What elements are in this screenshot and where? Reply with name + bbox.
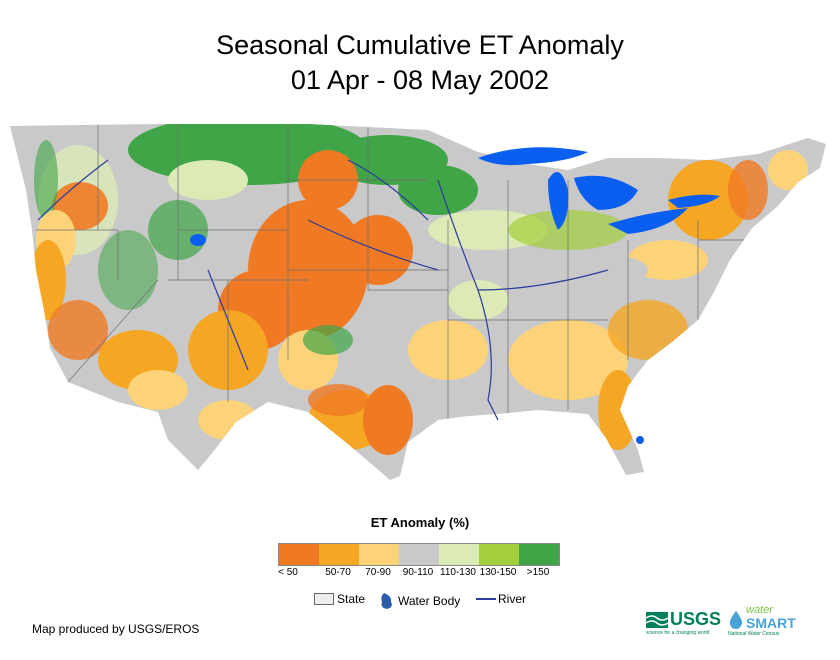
legend-title: ET Anomaly (%)	[370, 515, 470, 530]
water-drop-logo-icon	[729, 611, 743, 629]
legend-label: < 50	[278, 567, 298, 578]
legend-color-ramp	[278, 543, 560, 566]
legend-swatch-70-90	[359, 544, 399, 565]
legend-key-state: State	[314, 592, 365, 606]
legend-swatch-lt50	[279, 544, 319, 565]
legend-swatch-gt150	[519, 544, 559, 565]
legend-swatch-90-110	[399, 544, 439, 565]
map-credit: Map produced by USGS/EROS	[32, 622, 200, 636]
et-anomaly-map	[10, 124, 826, 480]
smart-wordmark: SMART	[746, 615, 796, 631]
legend-key-river: River	[476, 592, 526, 606]
legend-swatch-130-150	[479, 544, 519, 565]
legend-label: 110-130	[440, 567, 476, 578]
legend-label: 50-70	[325, 567, 351, 578]
legend-key-state-label: State	[337, 592, 366, 606]
legend-label: 130-150	[479, 567, 517, 578]
legend-label: 70-90	[365, 567, 391, 578]
map-title: Seasonal Cumulative ET Anomaly	[216, 30, 624, 60]
state-swatch-icon	[314, 593, 334, 605]
nwc-tagline: National Water Census	[728, 631, 780, 637]
usgs-logo: USGS science for a changing world	[646, 609, 721, 636]
usgs-wave-icon	[646, 611, 668, 628]
water-wordmark: water	[746, 604, 773, 616]
river-line-icon	[476, 598, 496, 600]
legend-swatch-50-70	[319, 544, 359, 565]
legend-swatch-110-130	[439, 544, 479, 565]
legend-label: 90-110	[402, 567, 434, 578]
usgs-wordmark: USGS	[670, 609, 722, 629]
legend-key-river-label: River	[498, 592, 527, 606]
legend-label: >150	[526, 567, 550, 578]
legend-key-water-body: Water Body	[378, 592, 460, 610]
map-date-range: 01 Apr - 08 May 2002	[290, 65, 550, 95]
water-drop-icon	[381, 593, 392, 609]
usgs-tagline: science for a changing world	[646, 630, 710, 636]
legend-key-water-body-label: Water Body	[398, 594, 461, 608]
watersmart-logo: water SMART National Water Census	[728, 604, 796, 638]
